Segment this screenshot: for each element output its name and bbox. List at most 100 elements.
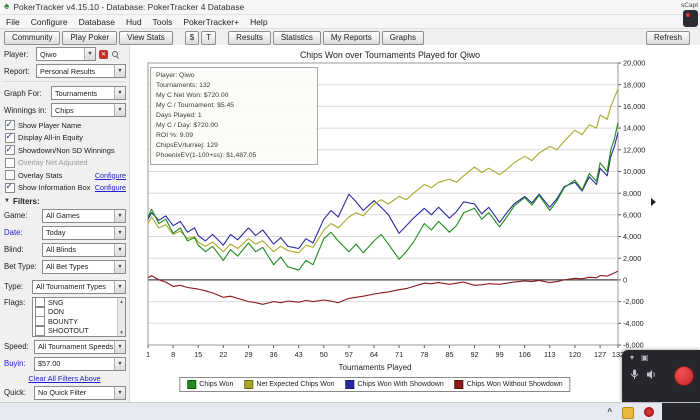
flag-label: SNG	[48, 297, 64, 307]
speaker-icon[interactable]	[646, 367, 657, 385]
menu-help[interactable]: Help	[250, 16, 268, 27]
svg-text:29: 29	[244, 350, 252, 359]
graph-for-select[interactable]: Tournaments ▼	[51, 86, 126, 100]
checkbox-icon[interactable]	[5, 170, 15, 180]
checkbox-icon[interactable]	[5, 119, 15, 130]
scroll-up-icon[interactable]: ▲	[119, 298, 124, 304]
menu-configure[interactable]: Configure	[30, 16, 68, 27]
panel-collapse-arrow-icon[interactable]	[651, 198, 656, 206]
flags-listbox[interactable]: SNG DON BOUNTY SHOOTOUT ▲	[32, 296, 126, 337]
report-row: Report: Personal Results ▼	[4, 64, 126, 78]
hidden-icons-chevron-icon[interactable]: ^	[607, 407, 612, 416]
capture-widget-icon[interactable]	[683, 10, 698, 27]
legend-swatch-icon	[454, 380, 464, 389]
report-select[interactable]: Personal Results ▼	[36, 64, 126, 78]
tournament-button[interactable]: T	[201, 31, 217, 45]
record-button[interactable]	[674, 366, 694, 386]
checkbox-show-information-box[interactable]: Show Information Box Configure	[5, 181, 126, 193]
configure-info-box-link[interactable]: Configure	[94, 183, 126, 192]
svg-text:15: 15	[194, 350, 202, 359]
flag-item-shootout[interactable]: SHOOTOUT	[33, 325, 125, 336]
play-poker-button[interactable]: Play Poker	[62, 31, 118, 45]
tab-results[interactable]: Results	[228, 31, 271, 45]
flag-item-bounty[interactable]: BOUNTY	[33, 316, 125, 327]
view-stats-button[interactable]: View Stats	[119, 31, 173, 45]
svg-text:22: 22	[219, 350, 227, 359]
buyin-label[interactable]: Buyin:	[4, 359, 26, 368]
taskbar-app-icon[interactable]	[622, 407, 634, 419]
chevron-down-icon[interactable]: ▾	[630, 353, 635, 362]
microphone-icon[interactable]	[630, 367, 639, 385]
x-axis-label: Tournaments Played	[338, 363, 412, 372]
recording-indicator-icon[interactable]	[644, 407, 654, 417]
buyin-select[interactable]: $57.00 ▼	[34, 356, 126, 371]
tab-statistics[interactable]: Statistics	[272, 31, 321, 45]
configure-overlay-stats-link[interactable]: Configure	[94, 170, 126, 180]
info-box-line: PhoenixEV(1-100+ss): $1,487.05	[156, 152, 257, 159]
remove-player-icon[interactable]: ✕	[99, 49, 108, 59]
flag-item-sng[interactable]: SNG	[33, 297, 125, 308]
blind-filter-select[interactable]: All Blinds ▼	[42, 242, 126, 257]
clear-all-filters-link[interactable]: Clear All Filters Above	[28, 373, 101, 383]
legend-item: Chips Won	[187, 380, 233, 389]
bet-type-filter-value: All Bet Types	[46, 262, 89, 271]
svg-text:127: 127	[594, 350, 606, 359]
checkbox-show-player-name[interactable]: Show Player Name	[5, 119, 126, 130]
menu-file[interactable]: File	[6, 16, 20, 27]
checkbox-overlay-net-adjusted[interactable]: Overlay Net Adjusted	[5, 157, 126, 168]
svg-text:20,000: 20,000	[623, 59, 645, 68]
checkbox-icon[interactable]	[5, 157, 15, 168]
checkbox-icon[interactable]	[5, 131, 15, 143]
checkbox-icon[interactable]	[35, 325, 45, 336]
date-filter-select[interactable]: Today ▼	[42, 225, 126, 240]
display-capture-icon[interactable]: ▣	[641, 353, 649, 362]
checkbox-label: Overlay Stats	[18, 170, 63, 180]
game-filter-select[interactable]: All Games ▼	[42, 208, 126, 223]
menu-database[interactable]: Database	[78, 16, 115, 27]
flags-scrollbar[interactable]: ▲ ▼	[117, 297, 125, 336]
checkbox-icon[interactable]	[35, 316, 45, 327]
currency-button[interactable]: $	[184, 31, 200, 45]
app-spade-icon: ♠	[4, 1, 10, 12]
menu-tools[interactable]: Tools	[152, 16, 173, 27]
player-value: Qiwo	[40, 49, 57, 59]
bet-type-filter-select[interactable]: All Bet Types ▼	[42, 259, 126, 274]
quick-row: Quick: No Quick Filter ▼	[4, 385, 126, 400]
checkbox-showdown-nonsd[interactable]: Showdown/Non SD Winnings	[5, 144, 126, 155]
svg-text:78: 78	[420, 350, 428, 359]
search-player-icon[interactable]	[111, 50, 120, 59]
quick-filter-select[interactable]: No Quick Filter ▼	[34, 385, 126, 400]
checkbox-display-allin-equity[interactable]: Display All-in Equity	[5, 131, 126, 143]
checkbox-icon[interactable]	[5, 181, 15, 193]
filters-header[interactable]: ▼ Filters:	[4, 197, 126, 206]
chevron-down-icon: ▼	[114, 87, 125, 99]
speed-label: Speed:	[4, 342, 29, 351]
capture-widget-label: sCapt	[681, 2, 698, 9]
speed-select[interactable]: All Tournament Speeds ▼	[34, 339, 126, 354]
speed-value: All Tournament Speeds	[38, 342, 114, 351]
checkbox-icon[interactable]	[5, 144, 15, 155]
tab-my-reports[interactable]: My Reports	[322, 31, 380, 45]
community-button[interactable]: Community	[4, 31, 61, 45]
svg-text:92: 92	[470, 350, 478, 359]
flag-item-don[interactable]: DON	[33, 306, 125, 317]
refresh-button[interactable]: Refresh	[645, 31, 690, 45]
date-filter-label[interactable]: Date:	[4, 228, 23, 237]
winnings-select[interactable]: Chips ▼	[51, 103, 126, 117]
player-select[interactable]: Qiwo ▼	[36, 47, 96, 61]
info-box-line: My C Net Won: $720.00	[156, 92, 229, 99]
chart-title: Chips Won over Tournaments Played for Qi…	[299, 50, 481, 60]
menu-hud[interactable]: Hud	[125, 16, 142, 27]
info-box-line: My C / Day: $720.00	[156, 122, 218, 129]
svg-text:36: 36	[270, 350, 278, 359]
scroll-down-icon[interactable]: ▼	[119, 329, 124, 335]
type-filter-select[interactable]: All Tournament Types ▼	[32, 279, 126, 294]
chevron-down-icon: ▼	[114, 226, 125, 239]
info-box-line: Days Played: 1	[156, 112, 202, 119]
menu-pokertracker-plus[interactable]: PokerTracker+	[183, 16, 240, 27]
tab-graphs[interactable]: Graphs	[381, 31, 424, 45]
checkbox-overlay-stats[interactable]: Overlay Stats Configure	[5, 170, 126, 180]
legend-swatch-icon	[187, 380, 197, 389]
checkbox-icon[interactable]	[35, 306, 45, 317]
checkbox-icon[interactable]	[35, 297, 45, 308]
